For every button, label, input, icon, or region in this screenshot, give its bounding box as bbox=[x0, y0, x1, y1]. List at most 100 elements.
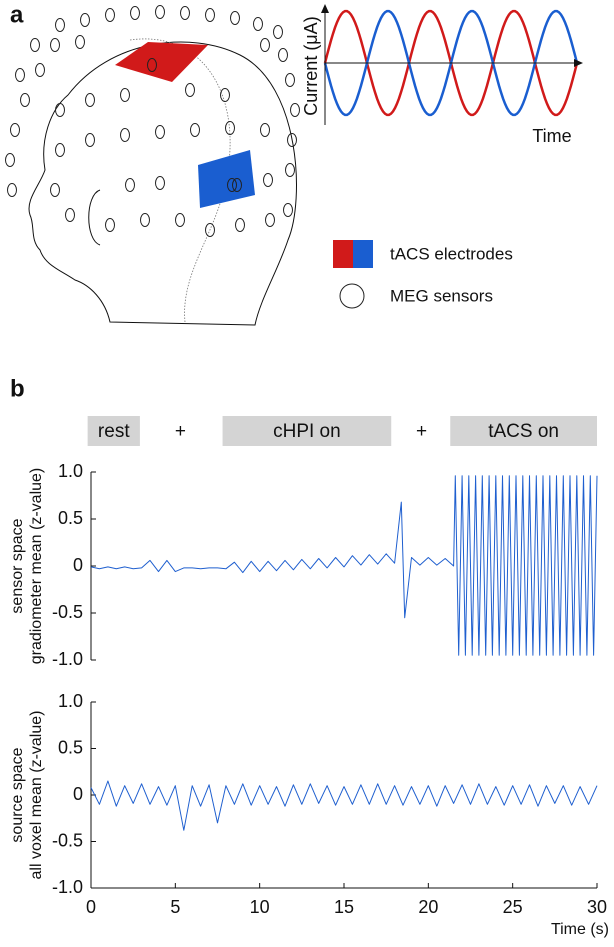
condition-label: + bbox=[175, 421, 186, 442]
panel-label: a bbox=[10, 1, 24, 28]
meg-sensor bbox=[205, 8, 215, 22]
legend-label: tACS electrodes bbox=[390, 244, 513, 263]
y-tick-label: 1.0 bbox=[58, 461, 83, 481]
meg-sensor bbox=[180, 6, 190, 20]
condition-box bbox=[222, 416, 392, 446]
meg-sensor bbox=[260, 38, 270, 52]
meg-sensor bbox=[130, 6, 140, 20]
meg-sensor bbox=[80, 13, 90, 27]
x-tick-label: 30 bbox=[587, 897, 607, 917]
legend-swatch bbox=[353, 240, 373, 268]
meg-sensor bbox=[55, 143, 65, 157]
meg-sensor bbox=[155, 5, 165, 19]
condition-label: tACS on bbox=[488, 421, 559, 442]
legend-label: MEG sensors bbox=[390, 286, 493, 305]
meg-sensor bbox=[273, 25, 283, 39]
condition-box bbox=[87, 416, 140, 446]
x-tick-label: 20 bbox=[418, 897, 438, 917]
meg-sensor bbox=[155, 176, 165, 190]
panel-label: b bbox=[10, 375, 25, 402]
signal-trace bbox=[90, 780, 598, 831]
meg-sensor bbox=[290, 103, 300, 117]
meg-sensor bbox=[147, 58, 157, 72]
arrow bbox=[574, 59, 583, 67]
meg-sensor bbox=[205, 223, 215, 237]
meg-sensor bbox=[230, 11, 240, 25]
condition-label: + bbox=[416, 421, 427, 442]
meg-sensor bbox=[20, 93, 30, 107]
meg-sensor bbox=[50, 183, 60, 197]
tacs-electrode-blue bbox=[198, 150, 255, 208]
y-axis-label: all voxel mean (z-value) bbox=[28, 711, 45, 880]
y-tick-label: 0 bbox=[73, 555, 83, 575]
y-axis-label: source space bbox=[9, 747, 26, 842]
meg-sensor bbox=[140, 213, 150, 227]
signal-trace bbox=[90, 475, 598, 656]
meg-sensor bbox=[35, 63, 45, 77]
y-tick-label: 0.5 bbox=[58, 508, 83, 528]
meg-sensor bbox=[120, 88, 130, 102]
axis-label: Current (μA) bbox=[301, 16, 321, 115]
sine-diagram: Current (μA) Time bbox=[301, 4, 583, 146]
axis-label: Time bbox=[532, 126, 571, 146]
meg-sensor bbox=[105, 8, 115, 22]
meg-sensor bbox=[287, 133, 297, 147]
y-tick-label: 0.5 bbox=[58, 737, 83, 757]
condition-label: rest bbox=[98, 421, 130, 442]
meg-sensor bbox=[10, 123, 20, 137]
meg-sensor bbox=[175, 213, 185, 227]
head-diagram bbox=[5, 5, 300, 326]
head-outline bbox=[28, 41, 297, 326]
y-tick-label: -0.5 bbox=[52, 602, 83, 622]
arrow bbox=[321, 4, 329, 13]
tacs-electrode-red bbox=[115, 42, 208, 82]
meg-sensor bbox=[285, 73, 295, 87]
meg-sensor bbox=[235, 218, 245, 232]
meg-sensor bbox=[105, 218, 115, 232]
meg-sensor bbox=[120, 128, 130, 142]
meg-sensor bbox=[15, 68, 25, 82]
y-tick-label: 1.0 bbox=[58, 691, 83, 711]
x-axis-label: Time (s) bbox=[551, 921, 609, 938]
condition-box bbox=[450, 416, 597, 446]
meg-sensor bbox=[5, 153, 15, 167]
y-axis-label: gradiometer mean (z-value) bbox=[28, 468, 45, 665]
meg-sensor bbox=[260, 123, 270, 137]
x-tick-label: 15 bbox=[334, 897, 354, 917]
meg-sensor bbox=[225, 121, 235, 135]
meg-sensor bbox=[285, 163, 295, 177]
meg-sensor bbox=[30, 38, 40, 52]
meg-sensor bbox=[55, 18, 65, 32]
legend-swatch bbox=[333, 240, 353, 268]
meg-sensor bbox=[185, 83, 195, 97]
x-tick-label: 0 bbox=[86, 897, 96, 917]
meg-sensor bbox=[7, 183, 17, 197]
meg-sensor bbox=[190, 123, 200, 137]
meg-sensor bbox=[232, 178, 242, 192]
meg-sensor bbox=[283, 203, 293, 217]
meg-sensor bbox=[278, 48, 288, 62]
meg-sensor bbox=[75, 35, 85, 49]
meg-sensor bbox=[263, 173, 273, 187]
y-axis-label: sensor space bbox=[9, 518, 26, 613]
x-tick-label: 10 bbox=[250, 897, 270, 917]
meg-sensor bbox=[55, 103, 65, 117]
meg-sensor bbox=[253, 17, 263, 31]
meg-sensor bbox=[155, 125, 165, 139]
y-tick-label: 0 bbox=[73, 784, 83, 804]
condition-label: cHPI on bbox=[273, 421, 341, 442]
meg-sensor bbox=[50, 38, 60, 52]
y-tick-label: -0.5 bbox=[52, 830, 83, 850]
legend-swatch bbox=[339, 283, 365, 309]
meg-sensor bbox=[265, 213, 275, 227]
meg-sensor bbox=[227, 178, 237, 192]
meg-sensor bbox=[125, 178, 135, 192]
meg-sensor bbox=[85, 93, 95, 107]
y-tick-label: -1.0 bbox=[52, 649, 83, 669]
x-tick-label: 5 bbox=[170, 897, 180, 917]
x-tick-label: 25 bbox=[503, 897, 523, 917]
meg-sensor bbox=[85, 133, 95, 147]
meg-sensor bbox=[220, 88, 230, 102]
meg-sensor bbox=[65, 208, 75, 222]
